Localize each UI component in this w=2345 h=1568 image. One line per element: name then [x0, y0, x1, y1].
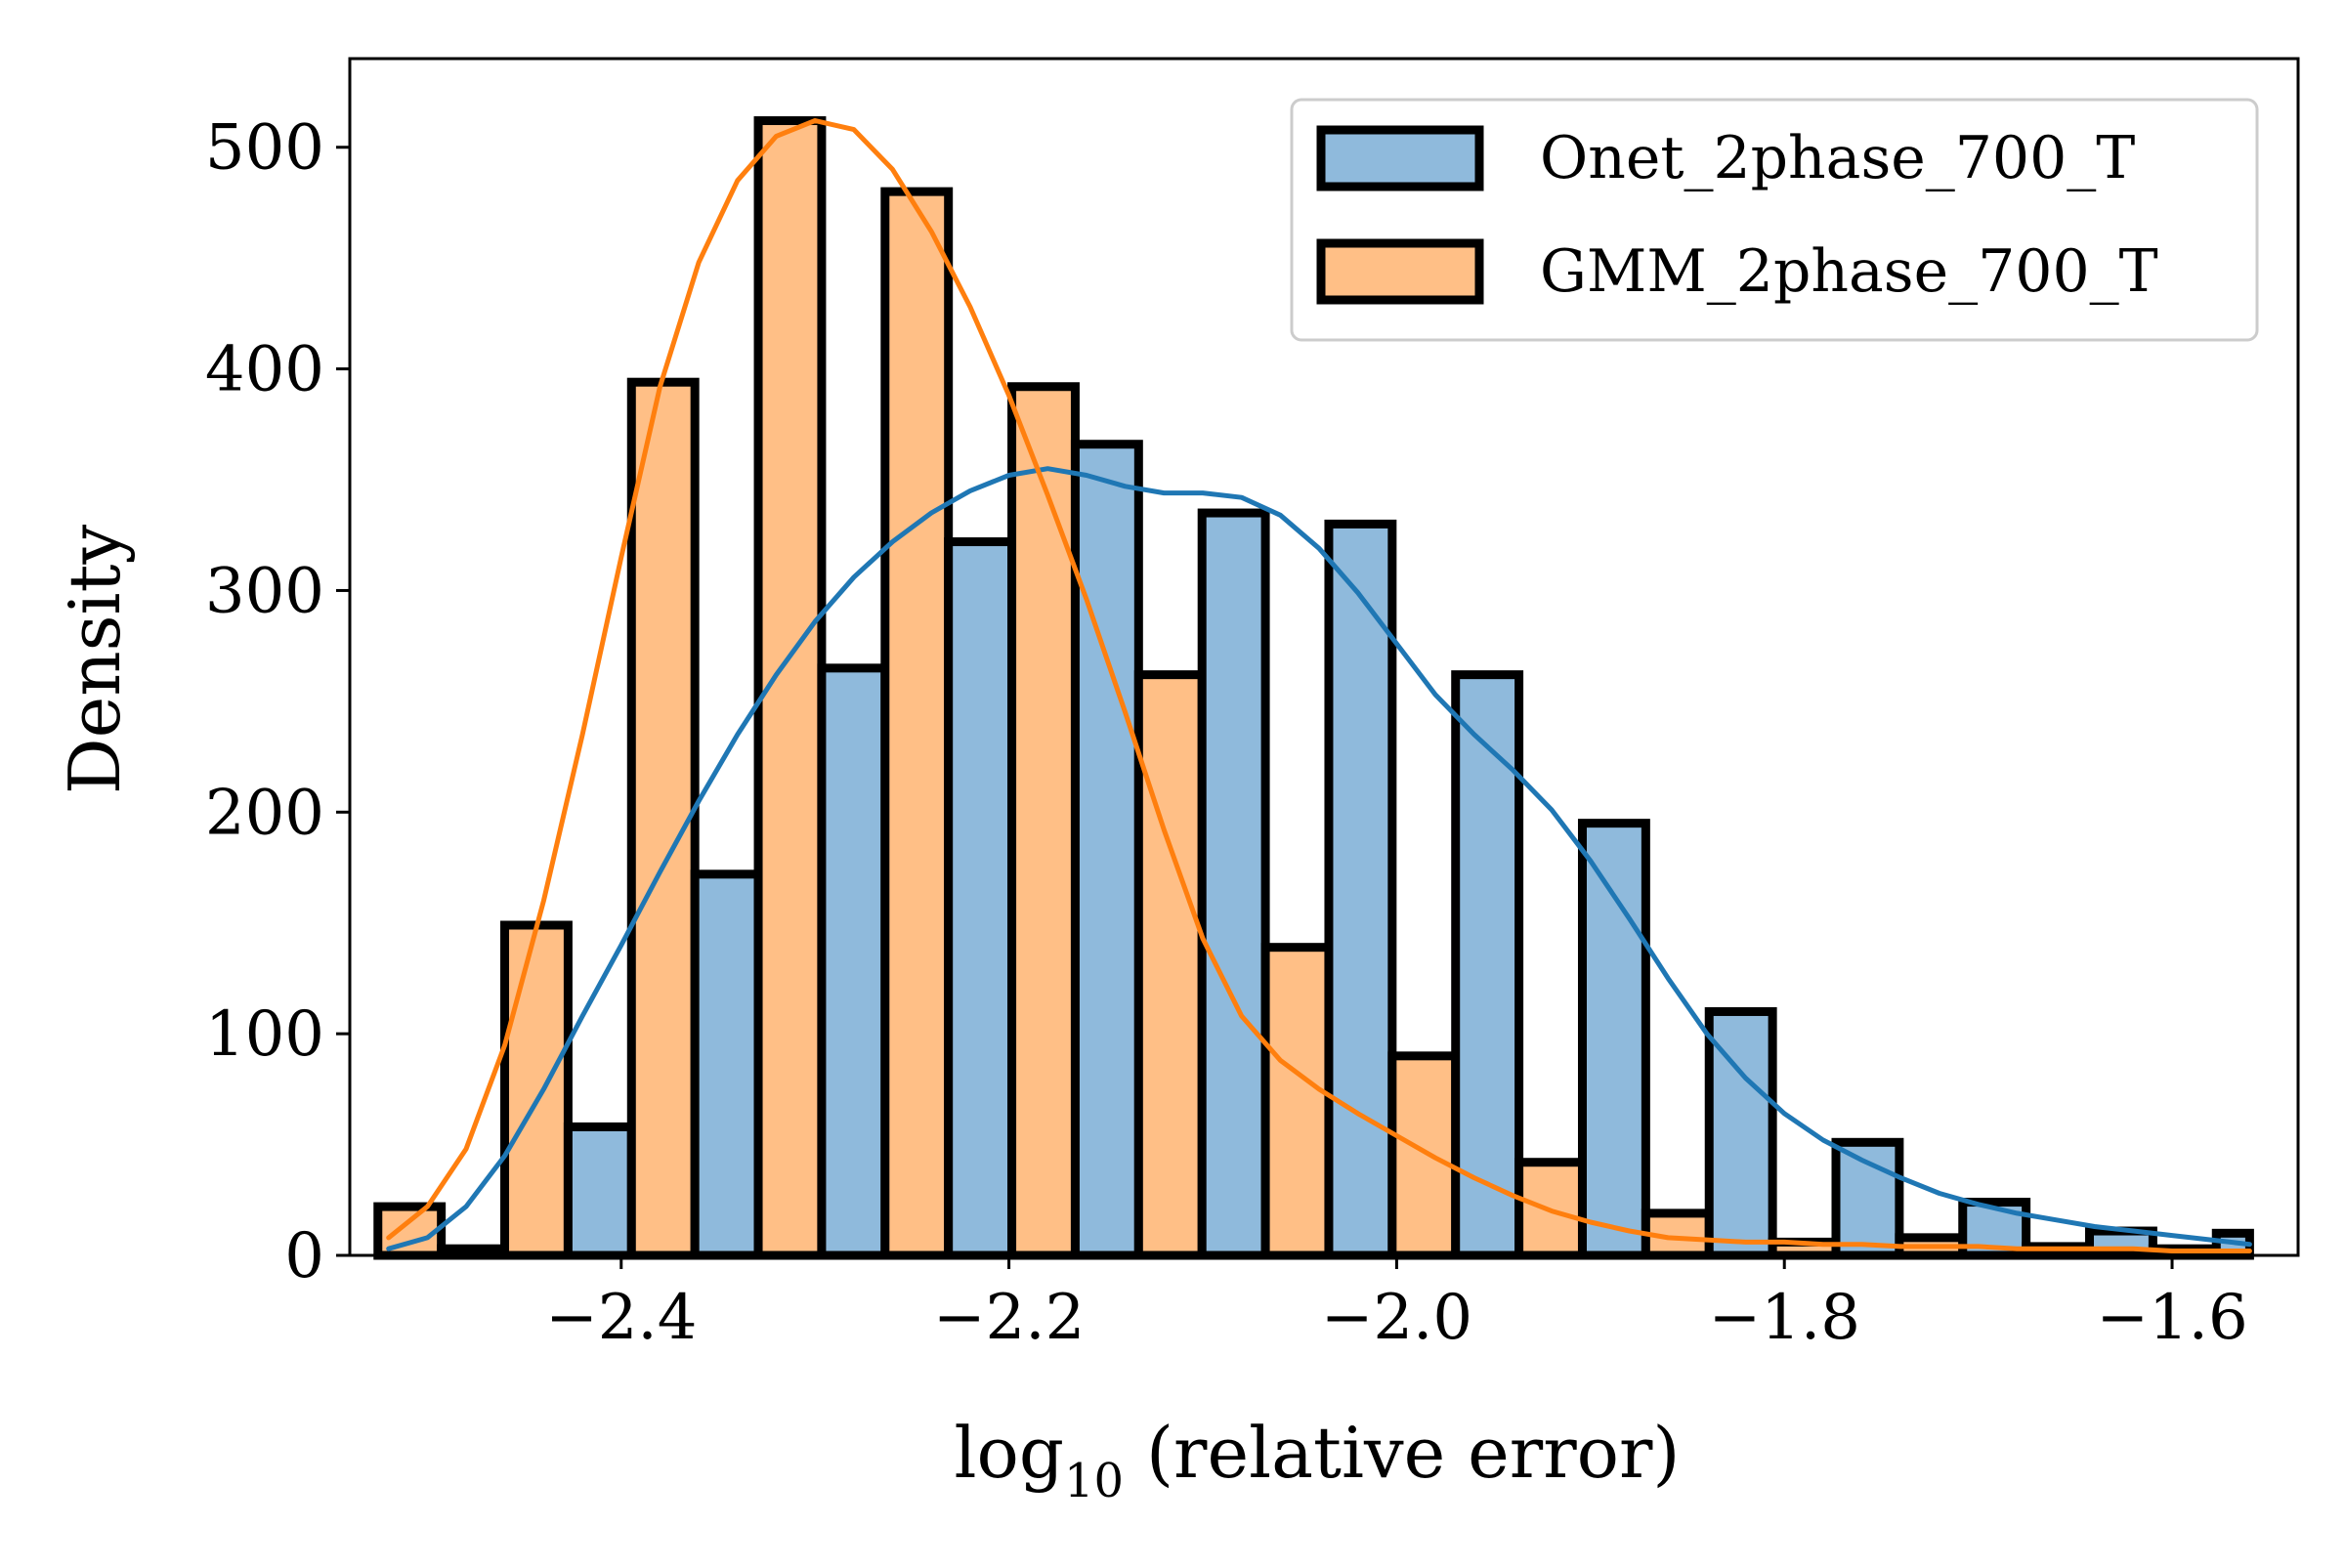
x-tick-label: −2.2	[933, 1282, 1085, 1354]
histogram-bar-onet-6	[1197, 508, 1270, 1260]
legend-frame	[1290, 98, 2259, 342]
bars-layer	[373, 116, 2254, 1260]
histogram-bar-onet-10	[1704, 1006, 1777, 1260]
histogram-bar-onet-7	[1324, 519, 1397, 1260]
histogram-bar-gmm-8	[1387, 1051, 1461, 1260]
legend: Onet_2phase_700_T GMM_2phase_700_T	[1290, 98, 2259, 342]
histogram-bar-onet-2	[690, 869, 763, 1260]
legend-swatch-gmm	[1316, 238, 1484, 305]
y-tick-label: 500	[205, 112, 324, 185]
plot-frame	[348, 57, 2300, 1257]
x-tick-label: −2.4	[545, 1282, 697, 1354]
kde-line-gmm	[386, 118, 2252, 1253]
histogram-bar-onet-4	[944, 537, 1017, 1260]
x-axis-title-subscript: 10	[1064, 1454, 1124, 1508]
kde-layer	[386, 118, 2252, 1253]
legend-label-gmm: GMM_2phase_700_T	[1540, 237, 2158, 306]
histogram-bar-onet-11	[1831, 1137, 1904, 1260]
y-tick-label: 400	[205, 334, 324, 406]
y-axis-ticks: 0 100 200 300 400 500	[205, 112, 350, 1293]
histogram-bar-gmm-4	[880, 187, 954, 1260]
histogram-bar-gmm-5	[1007, 382, 1080, 1260]
y-tick-label: 0	[284, 1220, 324, 1293]
x-axis-ticks: −2.4 −2.2 −2.0 −1.8 −1.6	[545, 1255, 2248, 1354]
histogram-bar-onet-3	[817, 663, 890, 1260]
x-axis-title-suffix: (relative error)	[1124, 1412, 1680, 1494]
legend-swatch-onet	[1316, 125, 1484, 191]
kde-line-onet	[386, 466, 2252, 1251]
y-axis-title: Density	[54, 525, 136, 795]
x-axis-title-main: log	[955, 1412, 1064, 1494]
x-tick-label: −1.6	[2096, 1282, 2247, 1354]
histogram-bar-gmm-6	[1133, 670, 1207, 1260]
histogram-bar-gmm-7	[1260, 943, 1334, 1260]
legend-label-onet: Onet_2phase_700_T	[1540, 124, 2135, 192]
histogram-bar-onet-1	[563, 1122, 636, 1260]
histogram-bar-onet-8	[1451, 670, 1524, 1260]
histogram-bar-onet-5	[1070, 440, 1143, 1260]
y-tick-label: 100	[205, 998, 324, 1071]
x-tick-label: −1.8	[1709, 1282, 1860, 1354]
y-tick-label: 300	[205, 555, 324, 627]
y-tick-label: 200	[205, 777, 324, 849]
x-axis-title: log10 (relative error)	[955, 1412, 1681, 1508]
histogram-bar-gmm-1	[500, 920, 573, 1260]
histogram-bar-gmm-2	[626, 377, 700, 1260]
histogram-bar-onet-9	[1577, 819, 1650, 1260]
x-tick-label: −2.0	[1321, 1282, 1472, 1354]
